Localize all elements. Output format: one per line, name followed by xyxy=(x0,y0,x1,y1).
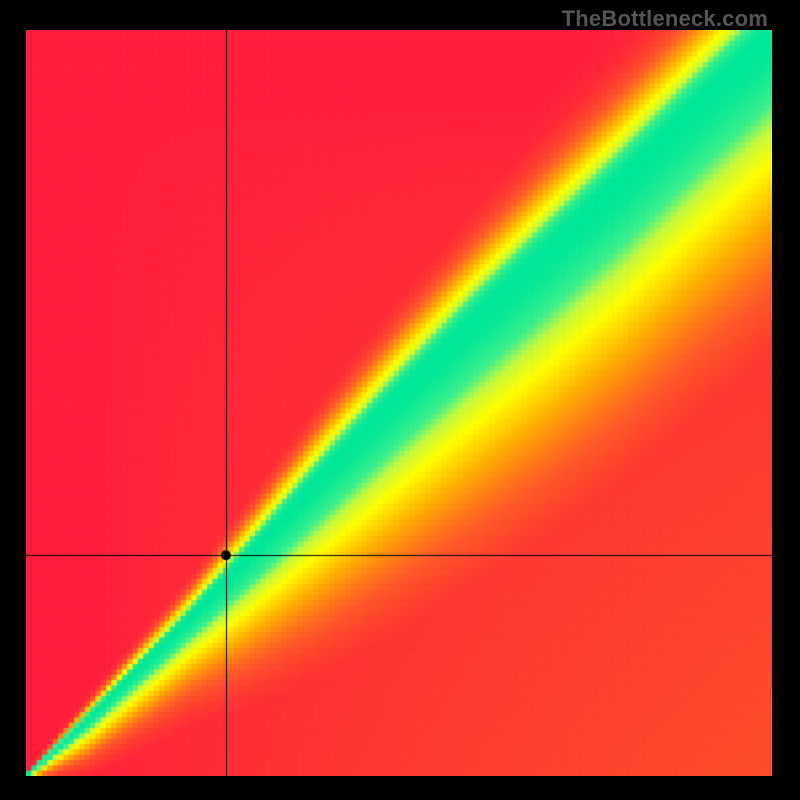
root-container: TheBottleneck.com xyxy=(0,0,800,800)
watermark-label: TheBottleneck.com xyxy=(562,6,768,32)
heatmap-canvas xyxy=(26,30,772,776)
